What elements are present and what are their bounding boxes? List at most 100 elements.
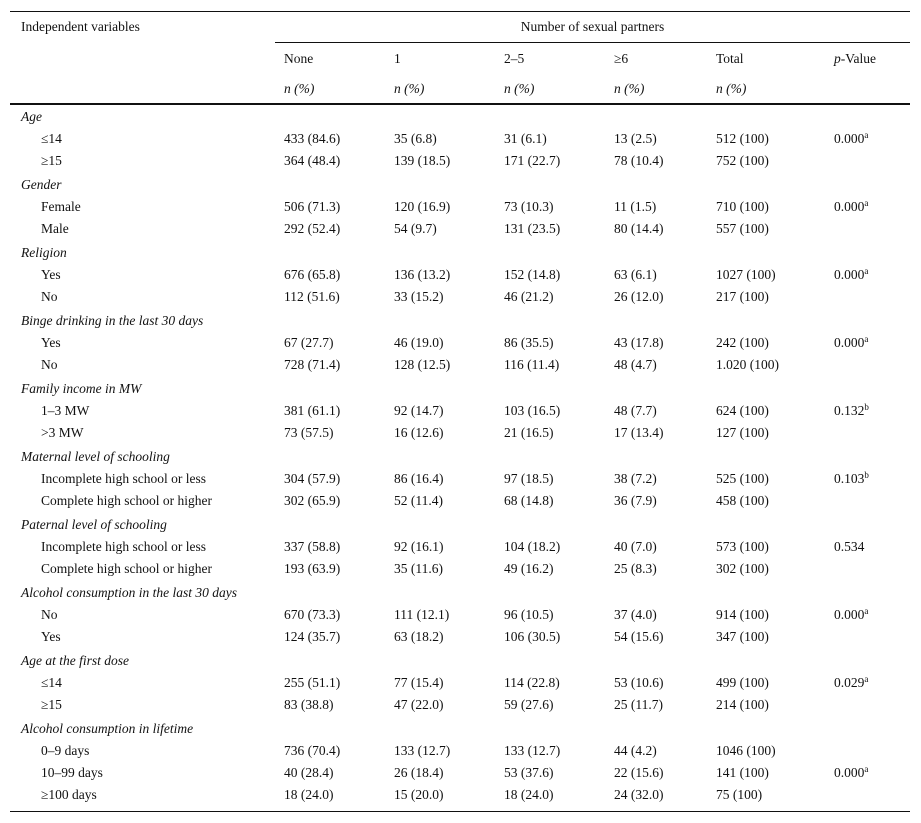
top-rule (10, 11, 910, 12)
cell: 26 (18.4) (394, 765, 444, 780)
cell: 48 (4.7) (614, 357, 657, 372)
cell: 46 (21.2) (504, 289, 554, 304)
cell: 35 (6.8) (394, 131, 437, 146)
cell: 573 (100) (716, 539, 769, 554)
p-note: a (864, 130, 869, 140)
cell: 364 (48.4) (284, 153, 341, 168)
cell: 48 (7.7) (614, 403, 657, 418)
cell: 302 (65.9) (284, 493, 341, 508)
cell: 53 (37.6) (504, 765, 554, 780)
cell: 43 (17.8) (614, 335, 664, 350)
p-value: 0.000a (834, 266, 869, 283)
cell: 52 (11.4) (394, 493, 443, 508)
cell: 133 (12.7) (504, 743, 561, 758)
cell: 18 (24.0) (504, 787, 554, 802)
cell: 35 (11.6) (394, 561, 443, 576)
cell: 624 (100) (716, 403, 769, 418)
cell: 106 (30.5) (504, 629, 561, 644)
cell: 86 (16.4) (394, 471, 444, 486)
p-header: p-Value (834, 51, 876, 67)
cell: 22 (15.6) (614, 765, 664, 780)
row-label: No (41, 607, 58, 622)
cell: 171 (22.7) (504, 153, 561, 168)
cell: 46 (19.0) (394, 335, 444, 350)
p-note: b (864, 470, 869, 480)
group-header: Number of sexual partners (520, 19, 665, 34)
cell: 914 (100) (716, 607, 769, 622)
row-label: Incomplete high school or less (41, 471, 206, 486)
cell: 139 (18.5) (394, 153, 451, 168)
cell: 92 (16.1) (394, 539, 444, 554)
row-label: ≤14 (41, 131, 62, 146)
cell: 11 (1.5) (614, 199, 657, 214)
row-label: Complete high school or higher (41, 561, 212, 576)
cell: 292 (52.4) (284, 221, 341, 236)
group-label: Age at the first dose (21, 653, 129, 668)
cell: 103 (16.5) (504, 403, 561, 418)
cell: 86 (35.5) (504, 335, 554, 350)
cell: 104 (18.2) (504, 539, 561, 554)
cell: 111 (12.1) (394, 607, 450, 622)
cell: 141 (100) (716, 765, 769, 780)
group-label: Family income in MW (21, 381, 142, 396)
row-label: ≥15 (41, 697, 62, 712)
cell: 512 (100) (716, 131, 769, 146)
unit-header: n (%) (284, 81, 315, 96)
cell: 710 (100) (716, 199, 769, 214)
row-label: Complete high school or higher (41, 493, 212, 508)
cell: 24 (32.0) (614, 787, 664, 802)
cell: 25 (8.3) (614, 561, 657, 576)
column-header: ≥6 (614, 51, 629, 66)
p-value: 0.029a (834, 674, 869, 691)
p-note: b (864, 402, 869, 412)
cell: 736 (70.4) (284, 743, 341, 758)
column-header: None (284, 51, 314, 66)
column-header: 2–5 (504, 51, 525, 66)
cell: 152 (14.8) (504, 267, 561, 282)
p-value: 0.534 (834, 539, 865, 554)
cell: 752 (100) (716, 153, 769, 168)
unit-header: n (%) (716, 81, 747, 96)
group-label: Binge drinking in the last 30 days (21, 313, 204, 328)
unit-header: n (%) (394, 81, 425, 96)
cell: 80 (14.4) (614, 221, 664, 236)
cell: 499 (100) (716, 675, 769, 690)
cell: 1.020 (100) (716, 357, 779, 372)
label-column-header: Independent variables (21, 19, 140, 34)
cell: 33 (15.2) (394, 289, 444, 304)
cell: 506 (71.3) (284, 199, 341, 214)
cell: 124 (35.7) (284, 629, 341, 644)
row-label: Yes (41, 267, 61, 282)
cell: 44 (4.2) (614, 743, 657, 758)
cell: 133 (12.7) (394, 743, 451, 758)
row-label: Female (41, 199, 81, 214)
row-label: Incomplete high school or less (41, 539, 206, 554)
cell: 136 (13.2) (394, 267, 451, 282)
cell: 67 (27.7) (284, 335, 334, 350)
p-value: 0.000a (834, 130, 869, 147)
cell: 116 (11.4) (504, 357, 560, 372)
group-label: Religion (21, 245, 67, 260)
cell: 49 (16.2) (504, 561, 554, 576)
group-label: Alcohol consumption in the last 30 days (21, 585, 237, 600)
group-rule (275, 42, 910, 43)
cell: 131 (23.5) (504, 221, 561, 236)
row-label: ≥15 (41, 153, 62, 168)
row-label: 10–99 days (41, 765, 103, 780)
row-label: ≥100 days (41, 787, 97, 802)
group-label: Paternal level of schooling (21, 517, 167, 532)
cell: 26 (12.0) (614, 289, 664, 304)
row-label: >3 MW (41, 425, 84, 440)
p-note: a (864, 764, 869, 774)
row-label: 1–3 MW (41, 403, 90, 418)
p-value: 0.103b (834, 470, 869, 487)
cell: 63 (6.1) (614, 267, 657, 282)
cell: 127 (100) (716, 425, 769, 440)
cell: 18 (24.0) (284, 787, 334, 802)
cell: 347 (100) (716, 629, 769, 644)
group-label: Alcohol consumption in lifetime (21, 721, 194, 736)
cell: 214 (100) (716, 697, 769, 712)
cell: 92 (14.7) (394, 403, 444, 418)
cell: 120 (16.9) (394, 199, 451, 214)
cell: 54 (15.6) (614, 629, 664, 644)
